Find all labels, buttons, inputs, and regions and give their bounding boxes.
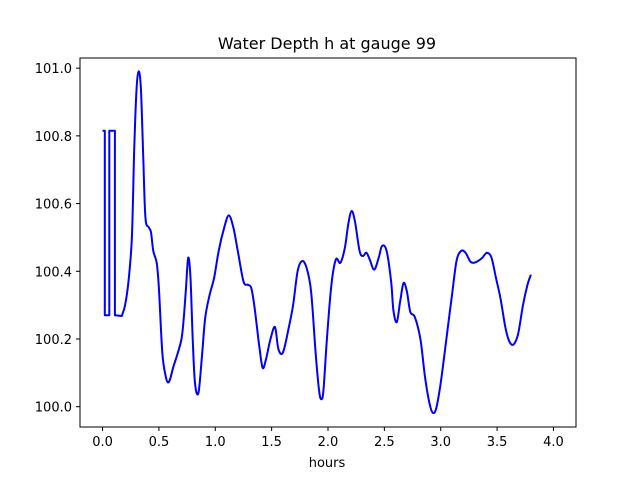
y-tick-label: 101.0 [35,62,72,77]
x-tick-label: 0.0 [92,435,113,450]
x-tick-label: 2.0 [318,435,339,450]
series-line [102,70,532,415]
x-tick-label: 0.5 [149,435,170,450]
chart-title: Water Depth h at gauge 99 [218,34,436,53]
plot-frame [79,57,577,428]
x-axis-label: hours [309,456,346,471]
x-tick-label: 1.0 [205,435,226,450]
y-tick-label: 100.6 [35,198,72,213]
y-tick-label: 100.2 [35,333,72,348]
y-axis: 100.0 100.2 100.4 100.6 100.8 101.0 [35,62,80,416]
x-axis: 0.0 0.5 1.0 1.5 2.0 2.5 3.0 3.5 4.0 [92,427,564,450]
x-tick-label: 3.0 [430,435,451,450]
y-tick-label: 100.4 [35,265,72,280]
y-tick-label: 100.0 [35,401,72,416]
x-tick-label: 3.5 [487,435,508,450]
x-tick-label: 1.5 [261,435,282,450]
y-tick-label: 100.8 [35,130,72,145]
x-tick-label: 4.0 [543,435,564,450]
x-tick-label: 2.5 [374,435,395,450]
